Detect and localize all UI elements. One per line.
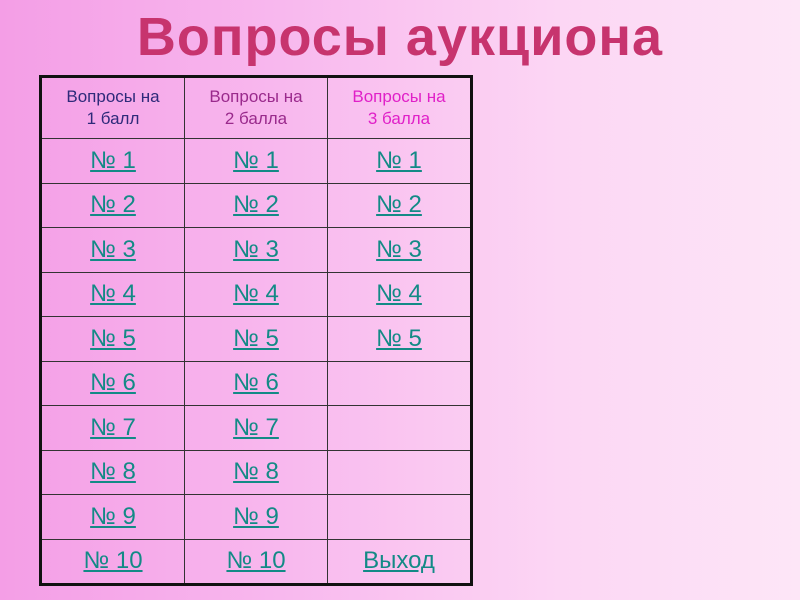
- table-cell: № 6: [184, 360, 328, 406]
- table-cell: № 3: [40, 227, 185, 273]
- table-cell: № 2: [40, 182, 185, 228]
- question-link[interactable]: № 4: [90, 280, 136, 308]
- question-link[interactable]: № 4: [233, 280, 279, 308]
- table-cell: Выход: [327, 538, 472, 585]
- table-cell: № 1: [184, 138, 328, 184]
- question-link[interactable]: № 6: [233, 369, 279, 397]
- question-link[interactable]: № 5: [376, 324, 422, 352]
- table-cell: № 4: [40, 271, 185, 317]
- question-link[interactable]: № 2: [233, 191, 279, 219]
- table-row: № 10 № 10 Выход: [40, 538, 472, 585]
- table-row: № 1 № 1 № 1: [40, 138, 472, 184]
- table-cell: [327, 405, 472, 451]
- table-cell: № 2: [327, 182, 472, 228]
- question-link[interactable]: № 8: [233, 458, 279, 486]
- question-link[interactable]: № 10: [226, 547, 286, 575]
- table-cell: № 3: [184, 227, 328, 273]
- table-cell: № 9: [40, 494, 185, 540]
- question-link[interactable]: № 4: [376, 280, 422, 308]
- table-cell: № 4: [327, 271, 472, 317]
- table-row: № 4 № 4 № 4: [40, 271, 472, 317]
- question-link[interactable]: № 1: [90, 146, 136, 174]
- table-cell: [327, 360, 472, 406]
- question-link[interactable]: № 10: [83, 547, 143, 575]
- slide-title: Вопросы аукциона: [136, 7, 664, 67]
- exit-link[interactable]: Выход: [363, 547, 435, 575]
- table-cell: № 9: [184, 494, 328, 540]
- table-cell: [327, 494, 472, 540]
- questions-table: Вопросы на 1 балл Вопросы на 2 балла Вопро…: [39, 75, 473, 586]
- table-row: № 8 № 8: [40, 449, 472, 495]
- table-cell: № 3: [327, 227, 472, 273]
- table-cell: № 1: [327, 138, 472, 184]
- table-cell: № 6: [40, 360, 185, 406]
- table-row: № 5 № 5 № 5: [40, 316, 472, 362]
- question-link[interactable]: № 5: [90, 324, 136, 352]
- table-row: № 2 № 2 № 2: [40, 182, 472, 228]
- table-cell: № 8: [184, 449, 328, 495]
- question-link[interactable]: № 3: [90, 235, 136, 263]
- question-link[interactable]: № 5: [233, 324, 279, 352]
- question-link[interactable]: № 2: [376, 191, 422, 219]
- table-cell: № 7: [184, 405, 328, 451]
- table-cell: № 4: [184, 271, 328, 317]
- header-row: Вопросы на 1 балл Вопросы на 2 балла Вопро…: [40, 76, 472, 139]
- table-cell: № 2: [184, 182, 328, 228]
- question-link[interactable]: № 3: [233, 235, 279, 263]
- question-link[interactable]: № 9: [90, 502, 136, 530]
- question-link[interactable]: № 1: [233, 146, 279, 174]
- column-header: Вопросы на 1 балл: [40, 76, 185, 139]
- table-cell: [327, 449, 472, 495]
- question-link[interactable]: № 3: [376, 235, 422, 263]
- question-link[interactable]: № 8: [90, 458, 136, 486]
- table-row: № 6 № 6: [40, 360, 472, 406]
- table-cell: № 5: [327, 316, 472, 362]
- question-link[interactable]: № 1: [376, 146, 422, 174]
- table-cell: № 10: [184, 538, 328, 585]
- table-cell: № 10: [40, 538, 185, 585]
- question-link[interactable]: № 6: [90, 369, 136, 397]
- table-row: № 9 № 9: [40, 494, 472, 540]
- column-header: Вопросы на 2 балла: [184, 76, 328, 139]
- table-cell: № 5: [40, 316, 185, 362]
- column-header: Вопросы на 3 балла: [327, 76, 472, 139]
- question-link[interactable]: № 7: [90, 413, 136, 441]
- table-cell: № 1: [40, 138, 185, 184]
- question-link[interactable]: № 9: [233, 502, 279, 530]
- question-link[interactable]: № 7: [233, 413, 279, 441]
- table-row: № 3 № 3 № 3: [40, 227, 472, 273]
- table-cell: № 5: [184, 316, 328, 362]
- question-link[interactable]: № 2: [90, 191, 136, 219]
- table-row: № 7 № 7: [40, 405, 472, 451]
- table-cell: № 7: [40, 405, 185, 451]
- table-cell: № 8: [40, 449, 185, 495]
